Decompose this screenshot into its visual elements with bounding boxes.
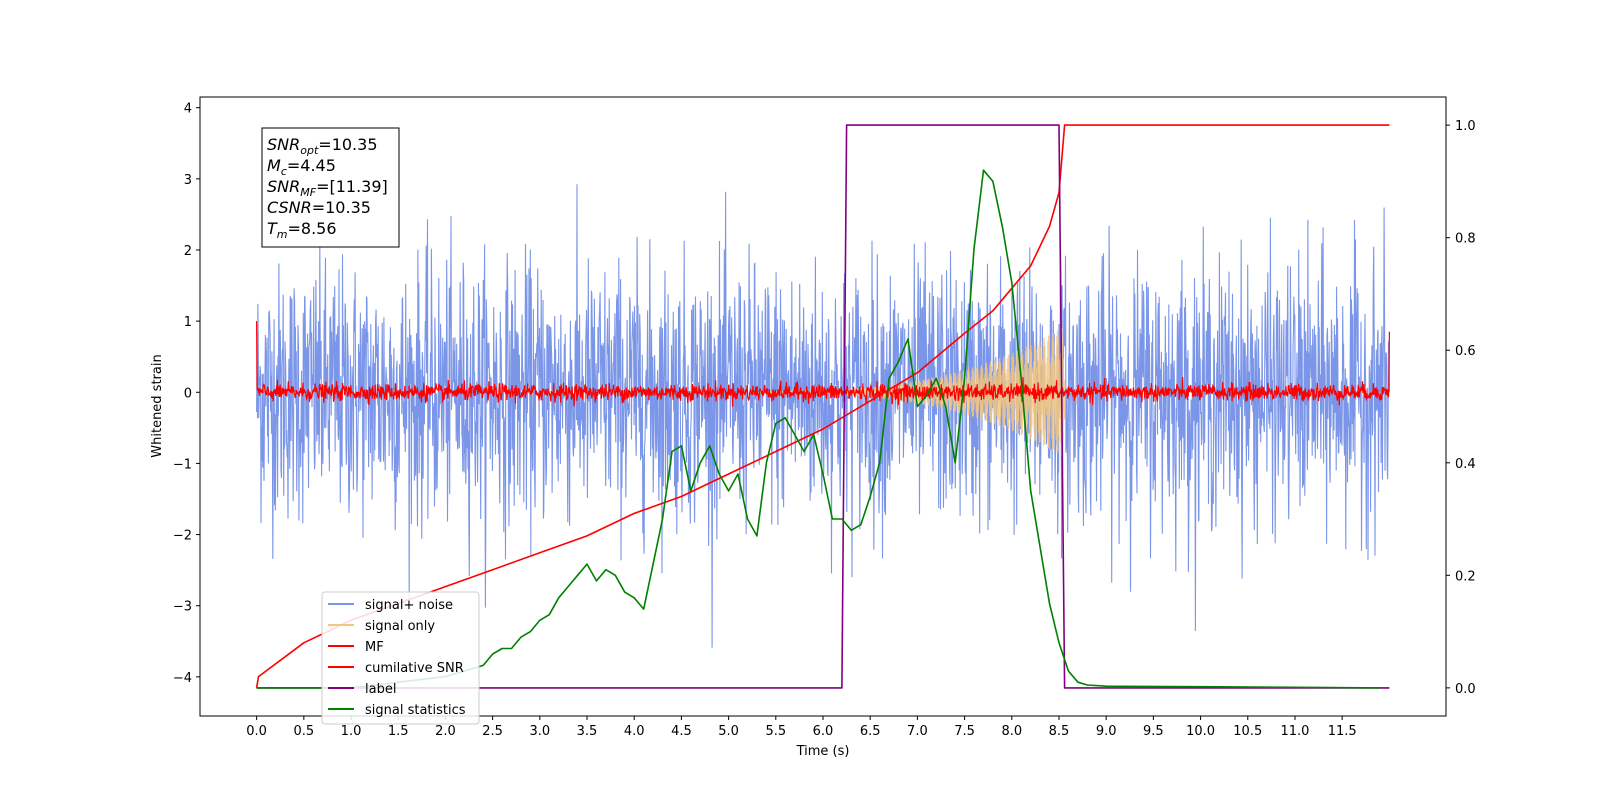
x-tick-label: 4.0 [624,724,645,739]
series-label [256,124,1390,689]
legend-frame [321,591,480,725]
x-tick-label: 0.0 [246,724,267,739]
x-tick-label: 7.0 [907,724,928,739]
legend-entry: signal statistics [365,703,466,718]
legend-entry: signal+ noise [365,598,453,613]
y-tick-label: −4 [173,671,192,686]
y-tick-label: −3 [173,600,192,615]
x-tick-label: 5.0 [718,724,739,739]
x-tick-label: 9.0 [1096,724,1117,739]
y-tick-label: 1 [184,315,192,330]
series-mf [256,321,1390,407]
x-tick-label: 11.5 [1328,724,1357,739]
x-tick-label: 8.0 [1001,724,1022,739]
x-tick-label: 11.0 [1280,724,1309,739]
legend: signal+ noise signal only MF cumilative SNR… [321,591,480,725]
y-tick-label: 0 [184,386,192,401]
y-tick-label: 4 [184,102,192,117]
y2-tick-label: 0.4 [1455,457,1476,472]
series-signal-statistics [256,169,1380,689]
x-tick-label: 1.5 [388,724,409,739]
x-tick-label: 10.5 [1233,724,1262,739]
series-signal-noise [256,184,1390,648]
x-tick-label: 3.0 [529,724,550,739]
x-tick-label: 10.0 [1186,724,1215,739]
y2-tick-label: 1.0 [1455,119,1476,134]
annotation-line: SNRMF=[11.39] [267,177,388,199]
legend-entry: signal only [365,619,435,634]
annotation-frame [261,127,400,248]
y2-tick-label: 0.8 [1455,232,1476,247]
x-tick-label: 8.5 [1049,724,1070,739]
annotation-line: SNRopt=10.35 [267,135,378,157]
x-tick-label: 6.0 [813,724,834,739]
x-tick-label: 4.5 [671,724,692,739]
x-tick-label: 0.5 [293,724,314,739]
x-axis-label: Time (s) [796,744,850,759]
annotation-box: SNRopt=10.35Mc=4.45SNRMF=[11.39]CSNR=10.… [261,127,400,248]
y-tick-label: −1 [173,457,192,472]
legend-entry: label [365,682,396,697]
y2-tick-label: 0.0 [1455,682,1476,697]
y-tick-label: 2 [184,244,192,259]
axes: 0.0 0.5 1.0 1.5 2.0 2.5 3.0 3.5 4.0 4.5 5.0 5.5 6.0 6… [173,102,1476,739]
y-tick-label: 3 [184,173,192,188]
annotation-line: CSNR=10.35 [267,198,371,217]
x-tick-label: 2.0 [435,724,456,739]
legend-entry: MF [365,640,384,655]
y2-tick-label: 0.2 [1455,569,1476,584]
annotation-line: Mc=4.45 [267,156,336,178]
x-tick-label: 5.5 [765,724,786,739]
y-tick-label: −2 [173,529,192,544]
x-tick-label: 2.5 [482,724,503,739]
x-tick-label: 6.5 [860,724,881,739]
x-tick-label: 9.5 [1143,724,1164,739]
legend-entry: cumilative SNR [365,661,464,676]
x-tick-label: 1.0 [341,724,362,739]
x-tick-label: 3.5 [577,724,598,739]
annotation-line: Tm=8.56 [267,219,337,241]
x-tick-label: 7.5 [954,724,975,739]
y2-tick-label: 0.6 [1455,344,1476,359]
y-axis-label: Whitened strain [150,354,165,457]
